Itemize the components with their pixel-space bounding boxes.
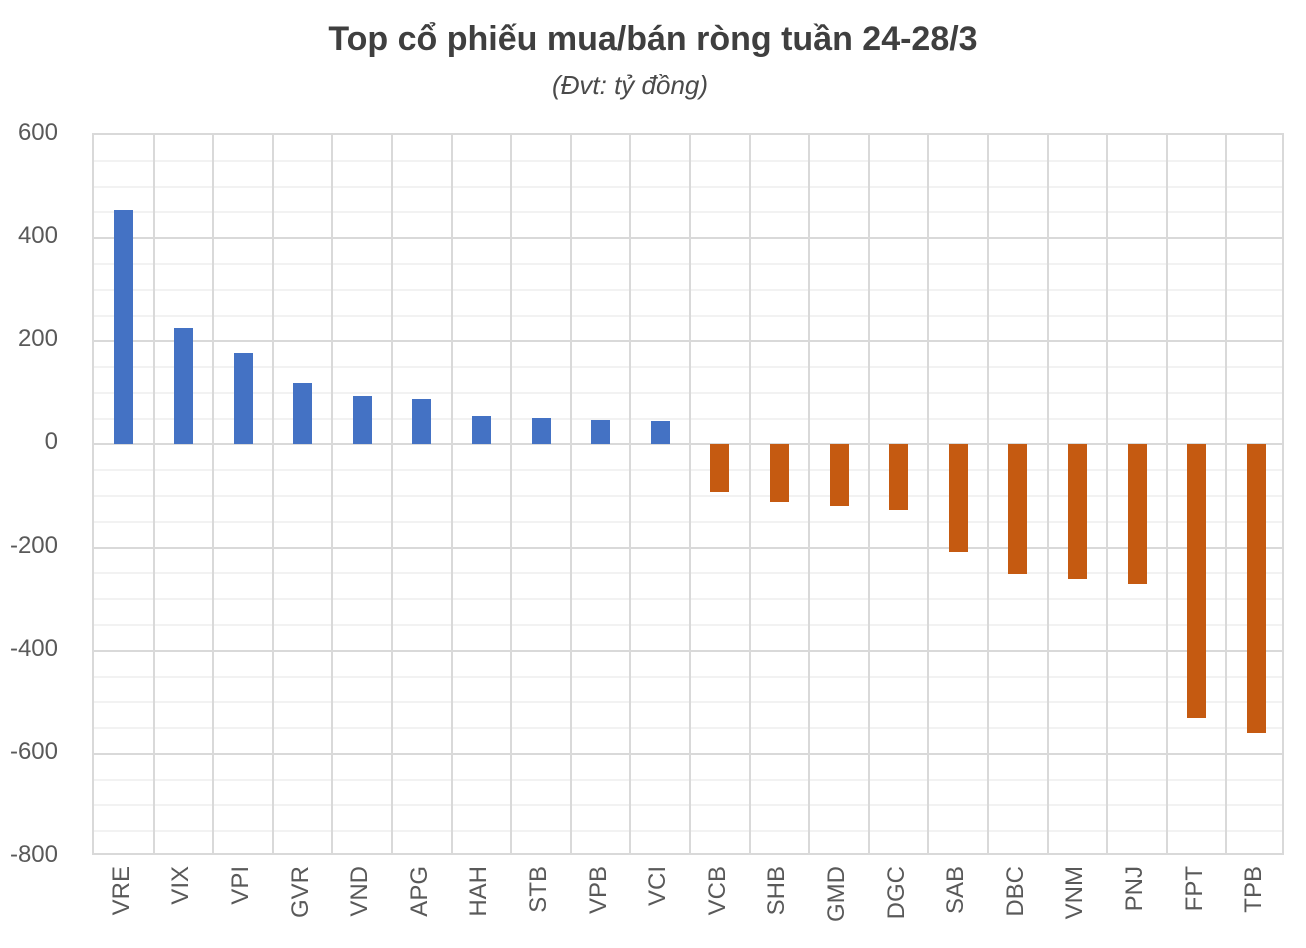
chart-title: Top cổ phiếu mua/bán ròng tuần 24-28/3 [328, 20, 978, 58]
gridline-minor [94, 159, 1282, 162]
chart-subtitle: (Đvt: tỷ đồng) [551, 70, 709, 100]
gridline-minor [94, 417, 1282, 420]
bar-VIX [173, 328, 193, 445]
zero-axis-line [94, 443, 1282, 446]
gridline-vertical [689, 135, 691, 853]
gridline-vertical [1225, 135, 1228, 853]
bar-DGC [889, 444, 909, 511]
gridline-minor [94, 675, 1282, 678]
gridline-vertical [331, 135, 334, 853]
bar-TPB [1246, 444, 1266, 734]
x-tick-label-DGC: DGC [882, 866, 910, 920]
gridline-minor [94, 701, 1282, 704]
gridline-vertical [391, 135, 393, 853]
gridline-minor [94, 572, 1282, 575]
gridline-minor [94, 262, 1282, 265]
bar-APG [412, 398, 432, 445]
x-tick-label-STB: STB [525, 866, 552, 913]
gridline-vertical [1046, 135, 1049, 853]
gridline-minor [94, 804, 1282, 807]
bar-STB [531, 418, 551, 445]
gridline-minor [94, 211, 1282, 214]
x-tick-label-FPT: FPT [1180, 866, 1208, 912]
gridline-vertical [1106, 135, 1109, 853]
x-tick-label-VRE: VRE [107, 866, 135, 916]
y-tick-label: 200 [17, 325, 58, 353]
y-tick-label: -600 [9, 737, 58, 765]
gridline-vertical [212, 135, 215, 853]
gridline-vertical [1165, 135, 1168, 853]
gridline-vertical [987, 135, 989, 853]
x-tick-label-GMD: GMD [823, 866, 850, 922]
x-tick-label-PNJ: PNJ [1121, 866, 1148, 912]
gridline-minor [94, 288, 1282, 291]
gridline-vertical [629, 135, 632, 853]
x-tick-label-GVR: GVR [286, 866, 314, 919]
x-tick-label-VCI: VCI [644, 866, 672, 907]
x-tick-label-SAB: SAB [942, 866, 970, 915]
bar-GVR [293, 382, 313, 445]
x-tick-label-DBC: DBC [1001, 866, 1029, 917]
gridline-vertical [569, 135, 572, 853]
x-tick-label-TPB: TPB [1240, 866, 1268, 913]
y-tick-label: -800 [9, 841, 58, 868]
x-tick-label-VIX: VIX [167, 866, 195, 905]
bar-FPT [1187, 444, 1207, 718]
gridline-vertical [927, 135, 930, 853]
bar-VCB [710, 444, 730, 492]
bar-VRE [114, 209, 134, 445]
gridline-minor [94, 391, 1282, 394]
gridline-minor [94, 469, 1282, 472]
bar-VNM [1067, 444, 1087, 580]
bar-GMD [829, 444, 849, 507]
bar-VCI [650, 420, 670, 445]
x-tick-label-HAH: HAH [465, 866, 493, 917]
bar-PNJ [1127, 444, 1147, 584]
x-tick-label-VCB: VCB [703, 866, 731, 916]
y-tick-label: 400 [17, 222, 58, 250]
gridline-minor [94, 366, 1282, 369]
x-tick-label-APG: APG [405, 866, 433, 917]
gridline-minor [94, 598, 1282, 601]
bar-SHB [769, 444, 789, 502]
x-tick-label-VND: VND [346, 866, 374, 917]
plot-area [92, 133, 1284, 855]
gridline-major [94, 649, 1282, 652]
bar-SAB [948, 444, 968, 552]
gridline-major [94, 340, 1282, 343]
bar-VND [352, 395, 372, 445]
bar-VPB [591, 420, 611, 445]
gridline-vertical [748, 135, 751, 853]
gridline-vertical [152, 135, 155, 853]
x-tick-label-VPB: VPB [584, 866, 612, 915]
gridline-minor [94, 314, 1282, 317]
x-tick-label-VPI: VPI [227, 866, 254, 905]
gridline-vertical [867, 135, 870, 853]
gridline-minor [94, 495, 1282, 497]
gridline-minor [94, 185, 1282, 188]
gridline-vertical [271, 135, 274, 853]
bar-HAH [471, 416, 491, 445]
x-tick-label-VNM: VNM [1061, 866, 1089, 920]
bar-VPI [233, 353, 253, 445]
gridline-vertical [808, 135, 811, 853]
y-tick-label: 600 [17, 119, 58, 146]
bar-DBC [1008, 444, 1028, 575]
gridline-major [94, 752, 1282, 755]
x-tick-label-SHB: SHB [763, 866, 791, 916]
y-tick-label: -400 [9, 634, 58, 662]
y-tick-label: -200 [9, 531, 58, 559]
gridline-minor [94, 623, 1282, 626]
gridline-minor [94, 830, 1282, 833]
y-tick-label: 0 [44, 428, 58, 456]
gridline-minor [94, 520, 1282, 523]
gridline-minor [94, 727, 1282, 730]
gridline-major [94, 546, 1282, 549]
gridline-minor [94, 778, 1282, 781]
gridline-major [94, 237, 1282, 240]
gridline-vertical [450, 135, 453, 853]
gridline-vertical [510, 135, 513, 853]
